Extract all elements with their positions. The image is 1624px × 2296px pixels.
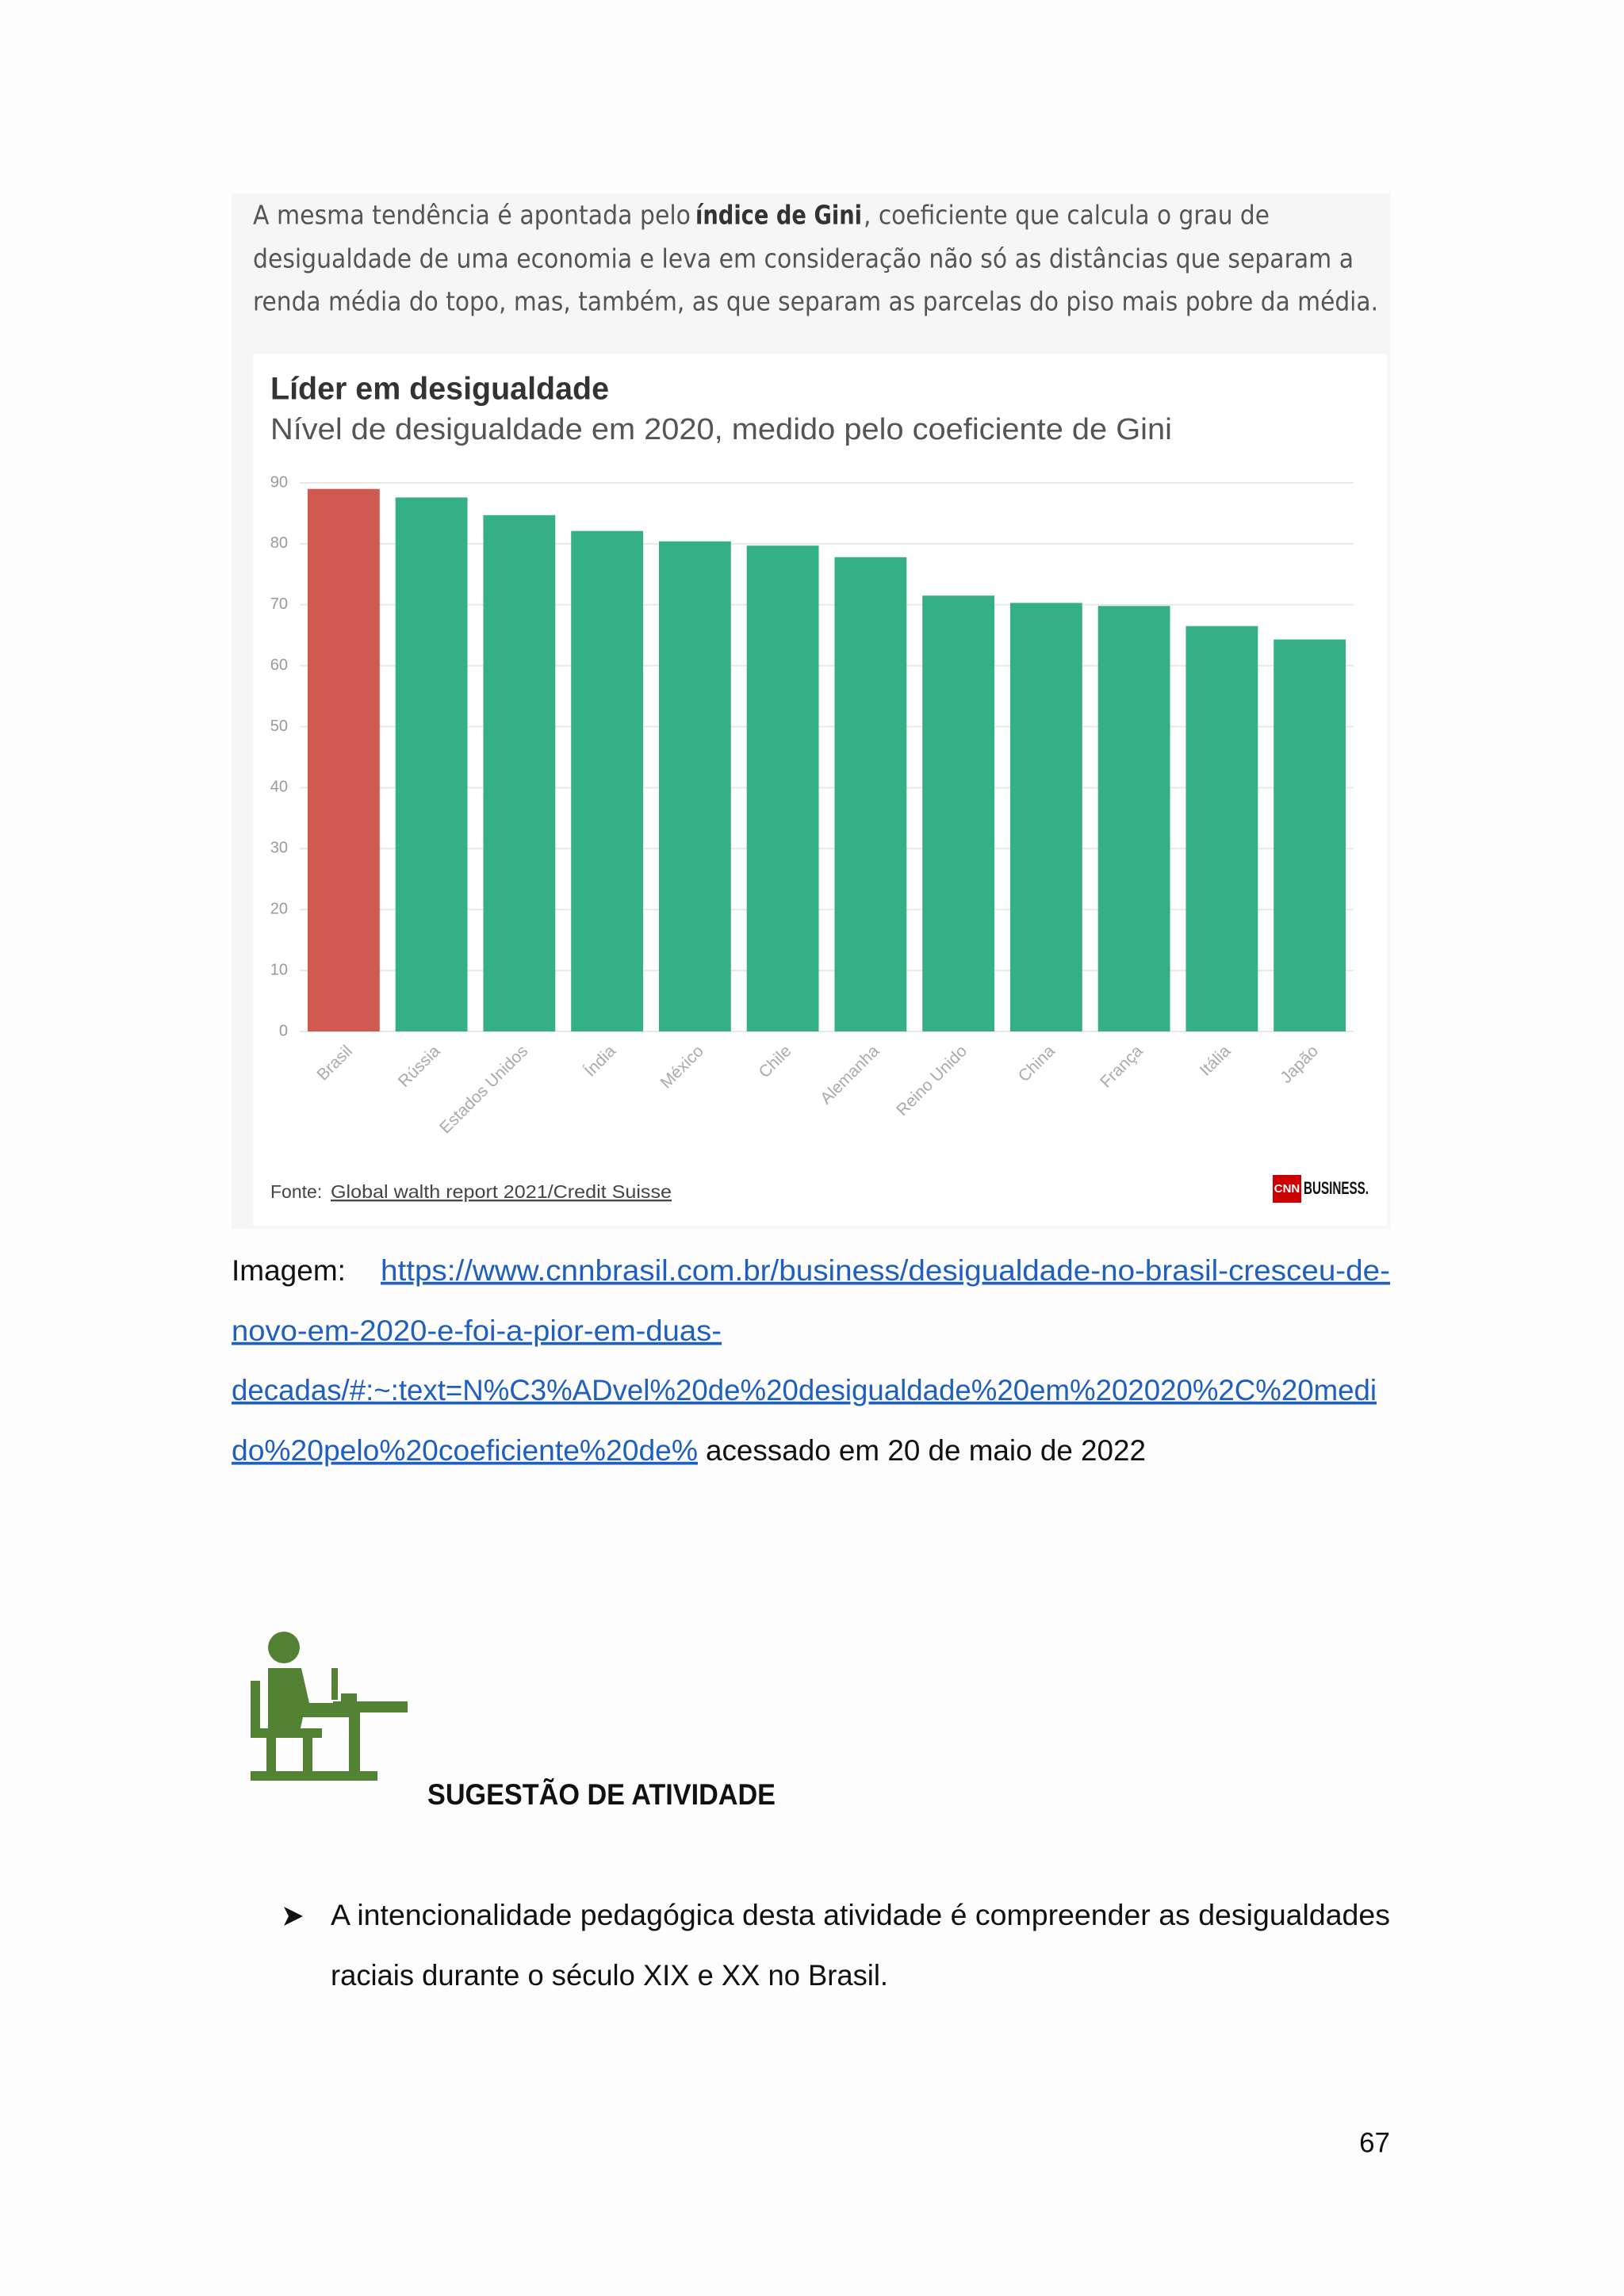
y-tick-label: 0 bbox=[279, 1022, 288, 1039]
bullet-arrow bbox=[284, 1907, 303, 1926]
y-tick-label: 80 bbox=[270, 534, 288, 552]
bar bbox=[1185, 626, 1258, 1031]
y-tick-label: 50 bbox=[270, 718, 288, 735]
caption-link[interactable]: do%20pelo%20coeficiente%20de% bbox=[232, 1434, 698, 1467]
bullet-text: A intencionalidade pedagógica desta ativ… bbox=[331, 1899, 1390, 1931]
bar bbox=[746, 545, 819, 1031]
bullet-text: raciais durante o século XIX e XX no Bra… bbox=[331, 1959, 888, 1992]
activity-title: SUGESTÃO DE ATIVIDADE bbox=[427, 1777, 776, 1811]
bar bbox=[483, 515, 556, 1031]
intro-text: , coeficiente que calcula o grau de bbox=[864, 200, 1270, 231]
bar bbox=[834, 557, 907, 1031]
y-tick-label: 30 bbox=[270, 840, 288, 857]
bar bbox=[922, 595, 995, 1031]
y-tick-label: 70 bbox=[270, 595, 288, 613]
caption-label: Imagem: bbox=[232, 1254, 346, 1287]
y-tick-label: 20 bbox=[270, 901, 288, 918]
logo-mark-box bbox=[1273, 1175, 1301, 1203]
caption-link[interactable]: novo-em-2020-e-foi-a-pior-em-duas- bbox=[232, 1314, 722, 1347]
intro-text: renda média do topo, mas, também, as que… bbox=[253, 286, 1378, 317]
logo-text: BUSINESS. bbox=[1304, 1178, 1369, 1198]
bar bbox=[1009, 603, 1082, 1031]
caption-suffix: acessado em 20 de maio de 2022 bbox=[706, 1434, 1146, 1467]
bar bbox=[1274, 639, 1346, 1031]
bar bbox=[307, 488, 380, 1031]
page-number: 67 bbox=[1359, 2127, 1390, 2158]
bar bbox=[1097, 606, 1170, 1031]
source-link[interactable]: Global walth report 2021/Credit Suisse bbox=[331, 1181, 672, 1202]
caption-link[interactable]: decadas/#:~:text=N%C3%ADvel%20de%20desig… bbox=[232, 1374, 1377, 1406]
logo-mark: CNN bbox=[1274, 1182, 1300, 1196]
y-tick-label: 40 bbox=[270, 779, 288, 796]
intro-bold: índice de Gini bbox=[695, 200, 862, 231]
y-tick-label: 60 bbox=[270, 656, 288, 674]
chart-title: Líder em desigualdade bbox=[270, 372, 609, 407]
bar bbox=[658, 541, 731, 1031]
y-tick-label: 10 bbox=[270, 961, 288, 978]
intro-text: desigualdade de uma economia e leva em c… bbox=[253, 243, 1354, 274]
bar bbox=[571, 530, 644, 1031]
activity-icon bbox=[251, 1632, 408, 1781]
chart-subtitle: Nível de desigualdade em 2020, medido pe… bbox=[270, 413, 1172, 446]
y-tick-label: 90 bbox=[270, 473, 288, 491]
source-label: Fonte: bbox=[270, 1181, 322, 1202]
bar bbox=[395, 497, 468, 1031]
intro-text: A mesma tendência é apontada pelo bbox=[253, 200, 691, 231]
caption-link[interactable]: https://www.cnnbrasil.com.br/business/de… bbox=[381, 1254, 1390, 1287]
